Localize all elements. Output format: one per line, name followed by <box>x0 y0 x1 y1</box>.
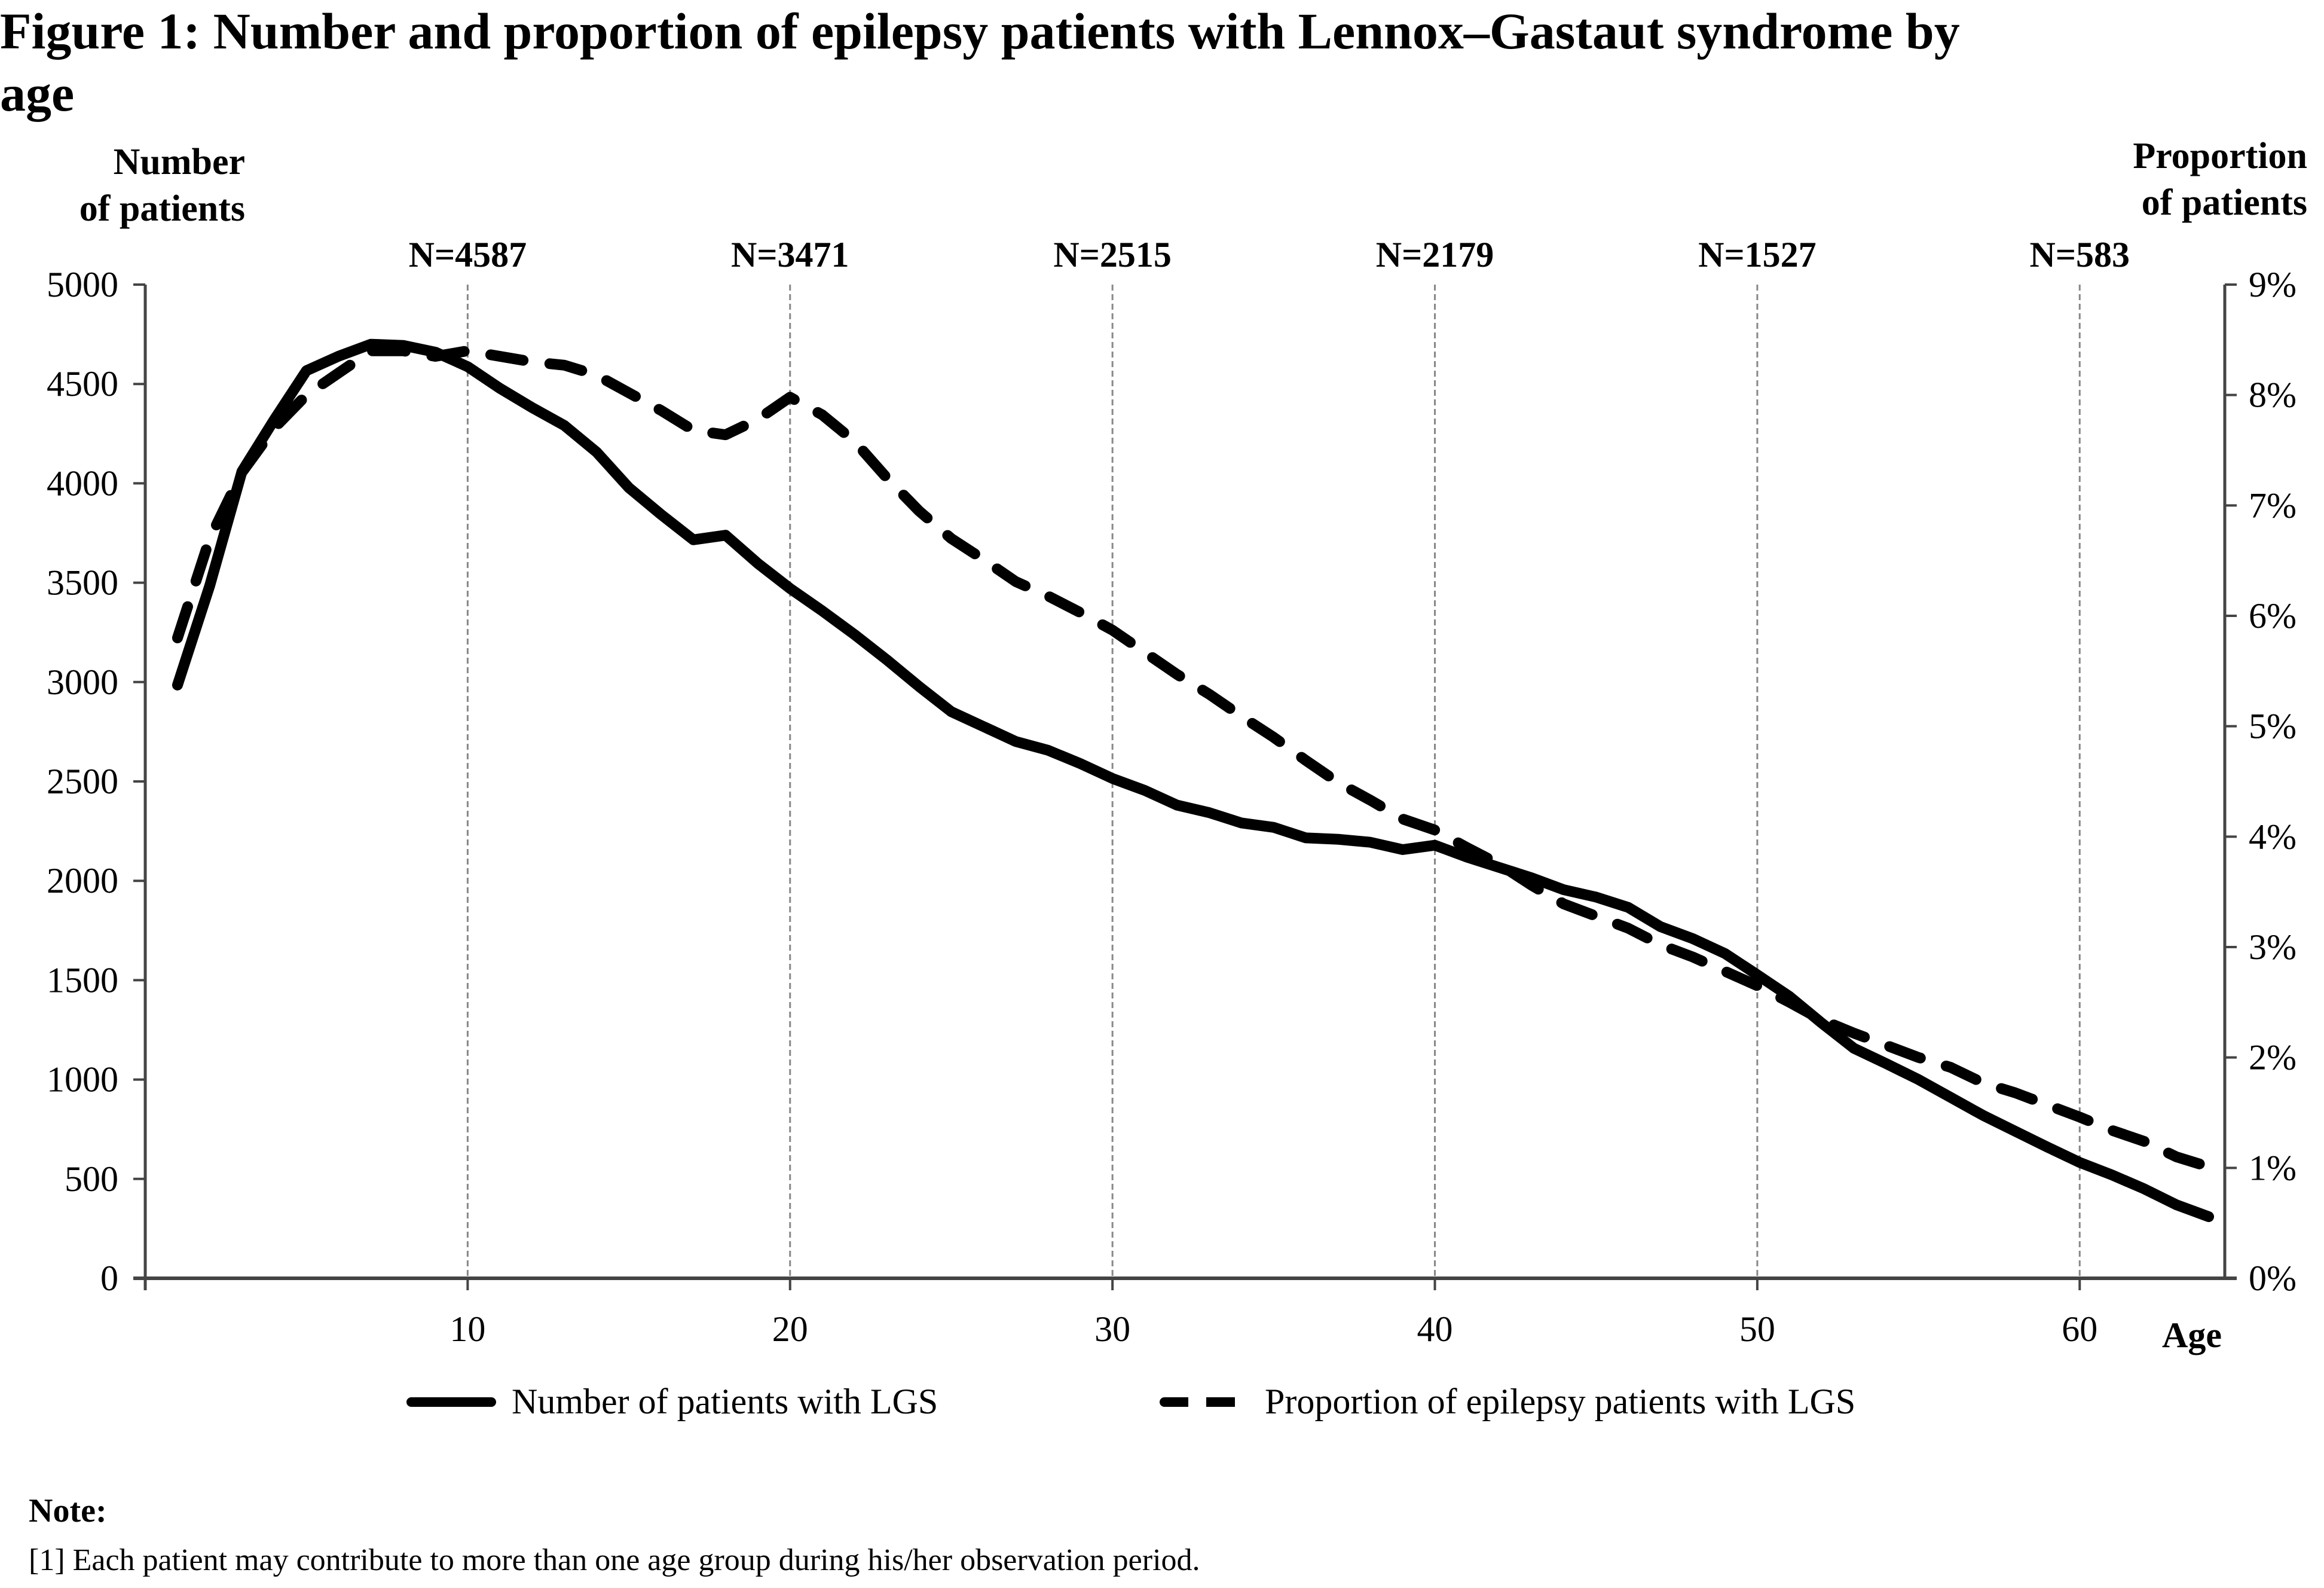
left-axis-title: Number of patients <box>30 139 245 232</box>
y2-tick-label: 7% <box>2249 485 2297 525</box>
y-tick-label: 1000 <box>47 1060 118 1100</box>
n-label: N=583 <box>2030 235 2130 274</box>
y-tick-label: 0 <box>100 1259 118 1298</box>
y-tick-label: 4000 <box>47 463 118 503</box>
x-tick-label: 30 <box>1094 1309 1130 1349</box>
right-axis-title-line1: Proportion <box>2133 136 2307 176</box>
y-tick-label: 1500 <box>47 960 118 1000</box>
y2-tick-label: 6% <box>2249 596 2297 636</box>
y2-tick-label: 2% <box>2249 1038 2297 1077</box>
x-tick-label: 40 <box>1417 1309 1453 1349</box>
n-label: N=4587 <box>409 235 527 274</box>
series-line-count <box>172 338 2215 1222</box>
legend-label-count: Number of patients with LGS <box>512 1382 938 1421</box>
left-axis-title-line2: of patients <box>79 188 245 229</box>
legend-item-count: Number of patients with LGS <box>406 1381 938 1422</box>
y2-tick-label: 3% <box>2249 927 2297 967</box>
series-line-proportion <box>172 345 2215 1172</box>
y-tick-label: 4500 <box>47 364 118 404</box>
series-lines <box>172 338 2215 1222</box>
y-tick-label: 500 <box>65 1159 118 1199</box>
axes <box>133 283 2237 1290</box>
tick-labels: N=4587 N=3471 N=2515 N=2179 N=1527 N=583 0 500 1… <box>47 235 2297 1355</box>
x-tick-label: 10 <box>449 1309 485 1349</box>
y2-tick-label: 4% <box>2249 817 2297 856</box>
x-tick-label: 60 <box>2062 1309 2097 1349</box>
dashed-line-swatch-icon <box>1160 1397 1249 1407</box>
legend-label-proportion: Proportion of epilepsy patients with LGS <box>1265 1382 1856 1421</box>
note-text: [1] Each patient may contribute to more … <box>29 1543 1200 1577</box>
x-tick-label: 50 <box>1739 1309 1775 1349</box>
y2-tick-label: 8% <box>2249 375 2297 415</box>
legend-item-proportion: Proportion of epilepsy patients with LGS <box>1160 1381 1855 1422</box>
right-axis-title: Proportion of patients <box>2056 133 2307 226</box>
y-tick-label: 5000 <box>47 265 118 304</box>
y2-tick-label: 9% <box>2249 265 2297 304</box>
y-tick-label: 3000 <box>47 662 118 702</box>
n-label: N=1527 <box>1698 235 1817 274</box>
solid-line-swatch-icon <box>406 1397 496 1407</box>
note-title: Note: <box>29 1492 107 1529</box>
n-label: N=3471 <box>731 235 849 274</box>
left-axis-title-line1: Number <box>113 142 245 182</box>
x-tick-label: 20 <box>772 1309 808 1349</box>
n-label: N=2515 <box>1053 235 1172 274</box>
y2-tick-label: 0% <box>2249 1259 2297 1298</box>
y-tick-label: 3500 <box>47 563 118 603</box>
y2-tick-label: 1% <box>2249 1148 2297 1187</box>
x-axis-title: Age <box>2162 1315 2222 1355</box>
y-tick-label: 2500 <box>47 762 118 801</box>
n-label: N=2179 <box>1376 235 1494 274</box>
figure-title: Figure 1: Number and proportion of epile… <box>0 2 1960 122</box>
y2-tick-label: 5% <box>2249 707 2297 746</box>
legend: Number of patients with LGS Proportion o… <box>0 1381 2324 1435</box>
y-tick-label: 2000 <box>47 861 118 900</box>
right-axis-title-line2: of patients <box>2141 182 2307 223</box>
